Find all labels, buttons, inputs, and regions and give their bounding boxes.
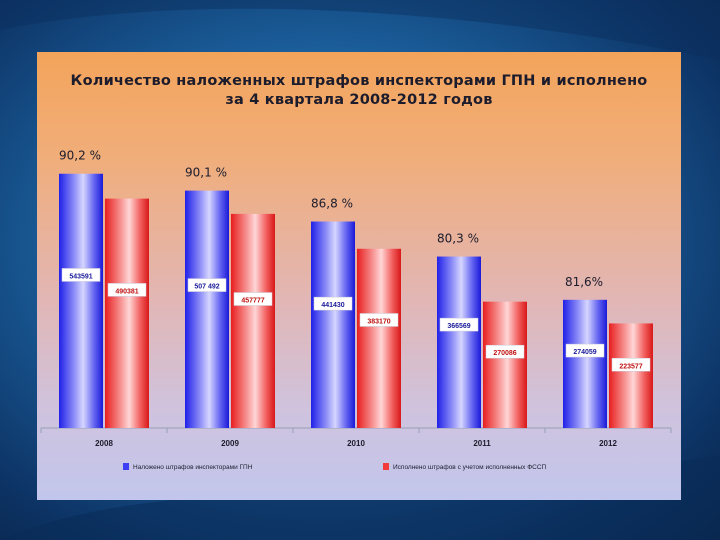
bar-imposed <box>563 299 607 428</box>
data-label-box <box>107 283 147 297</box>
data-label-box <box>187 278 227 292</box>
data-label: 274059 <box>573 349 596 356</box>
percent-label: 86,8 % <box>311 197 353 211</box>
chart-title-line-2: за 4 квартала 2008-2012 годов <box>225 92 493 108</box>
data-label-box <box>233 292 273 306</box>
percent-label: 90,2 % <box>59 149 101 163</box>
x-tick-label: 2009 <box>221 439 239 448</box>
data-label: 366569 <box>447 323 470 330</box>
percent-label: 90,1 % <box>185 166 227 180</box>
legend-swatch-imposed <box>123 463 129 470</box>
chart-title-line-1: Количество наложенных штрафов инспектора… <box>70 73 648 89</box>
data-label-box <box>61 268 101 282</box>
bar-imposed <box>437 256 481 428</box>
data-label: 457777 <box>241 298 264 305</box>
legend-label-imposed: Наложено штрафов инспекторами ГПН <box>133 464 253 471</box>
percent-label: 81,6% <box>565 275 603 289</box>
data-label: 270086 <box>493 350 516 357</box>
x-tick-label: 2011 <box>473 439 491 448</box>
bar-imposed <box>185 190 229 428</box>
data-label-box <box>485 344 525 359</box>
bar-imposed <box>59 173 103 428</box>
data-label: 507 492 <box>194 284 219 291</box>
bar-imposed <box>311 221 355 428</box>
chart-title: Количество наложенных штрафов инспектора… <box>37 72 681 110</box>
data-label-box <box>313 296 353 311</box>
bar-executed <box>609 323 653 428</box>
legend-swatch-executed <box>383 463 389 470</box>
bar-executed <box>231 213 275 428</box>
data-label-box <box>565 343 605 358</box>
bar-executed <box>483 301 527 428</box>
data-label-box <box>611 358 651 372</box>
data-label: 441430 <box>321 302 344 309</box>
data-label: 543591 <box>69 273 92 280</box>
data-label-box <box>439 317 479 332</box>
x-tick-label: 2008 <box>95 439 113 448</box>
chart-panel: Количество наложенных штрафов инспектора… <box>37 52 681 500</box>
data-label: 223577 <box>619 363 642 370</box>
percent-label: 80,3 % <box>437 232 479 246</box>
bar-executed <box>105 198 149 428</box>
x-tick-label: 2012 <box>599 439 617 448</box>
legend-label-executed: Исполнено штрафов с учетом исполненных Ф… <box>393 464 547 471</box>
data-label-box <box>359 313 399 327</box>
x-tick-label: 2010 <box>347 439 365 448</box>
data-label: 383170 <box>367 318 390 325</box>
bar-executed <box>357 248 401 428</box>
bar-chart: 543591 490381 90,2 % 2008 507 492 457777 90,1 … <box>40 149 672 471</box>
data-label: 490381 <box>115 288 138 295</box>
